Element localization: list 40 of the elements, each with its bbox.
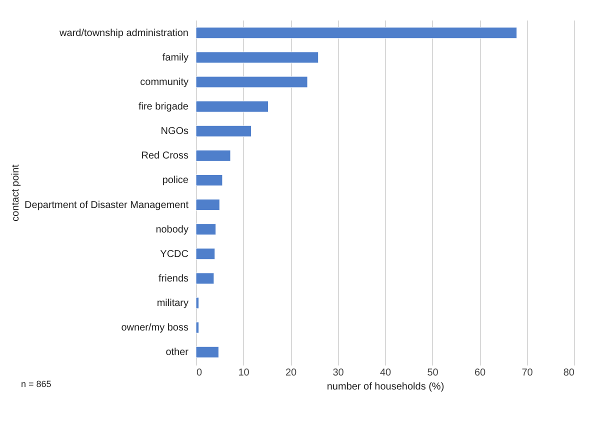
x-tick-label: 40 (380, 368, 392, 378)
x-tick-label: 30 (332, 368, 344, 378)
y-tick-label: YCDC (160, 248, 188, 260)
bar (196, 248, 216, 260)
x-tick-label: 70 (522, 368, 534, 378)
bar (196, 346, 219, 358)
x-axis-title: number of households (%) (326, 382, 444, 392)
bar (196, 224, 216, 236)
text: n = 865 (21, 379, 52, 389)
bar (196, 76, 308, 88)
x-tick-label: 80 (563, 368, 575, 378)
x-tick-label: 10 (238, 368, 250, 378)
bar (196, 125, 252, 137)
y-tick-label: police (162, 175, 189, 186)
bar (196, 52, 319, 64)
y-tick-label: nobody (156, 224, 188, 236)
bar (196, 27, 518, 39)
bar (196, 297, 200, 309)
bar (196, 100, 269, 112)
y-tick-label: military (156, 298, 188, 309)
bar (196, 174, 223, 186)
bar (196, 272, 214, 284)
x-tick-label: 0 (196, 368, 202, 378)
bar (196, 150, 231, 162)
bar (196, 322, 200, 334)
bar (196, 199, 220, 211)
y-tick-label: Red Cross (141, 150, 188, 162)
y-tick-label: fire brigade (138, 102, 189, 113)
y-tick-label: NGOs (160, 126, 188, 138)
y-tick-label: friends (158, 273, 188, 284)
y-axis-title: contact point (10, 164, 22, 222)
x-tick-label: 20 (285, 368, 297, 378)
y-tick-label: Department of Disaster Management (24, 200, 189, 211)
x-tick-label: 60 (474, 368, 486, 378)
y-tick-label: community (140, 77, 188, 88)
y-tick-label: owner/my boss (121, 322, 188, 334)
y-tick-label: other (166, 347, 190, 358)
x-tick-label: 50 (427, 368, 439, 378)
y-tick-label: family (162, 52, 188, 64)
y-tick-label: ward/township administration (58, 28, 188, 39)
